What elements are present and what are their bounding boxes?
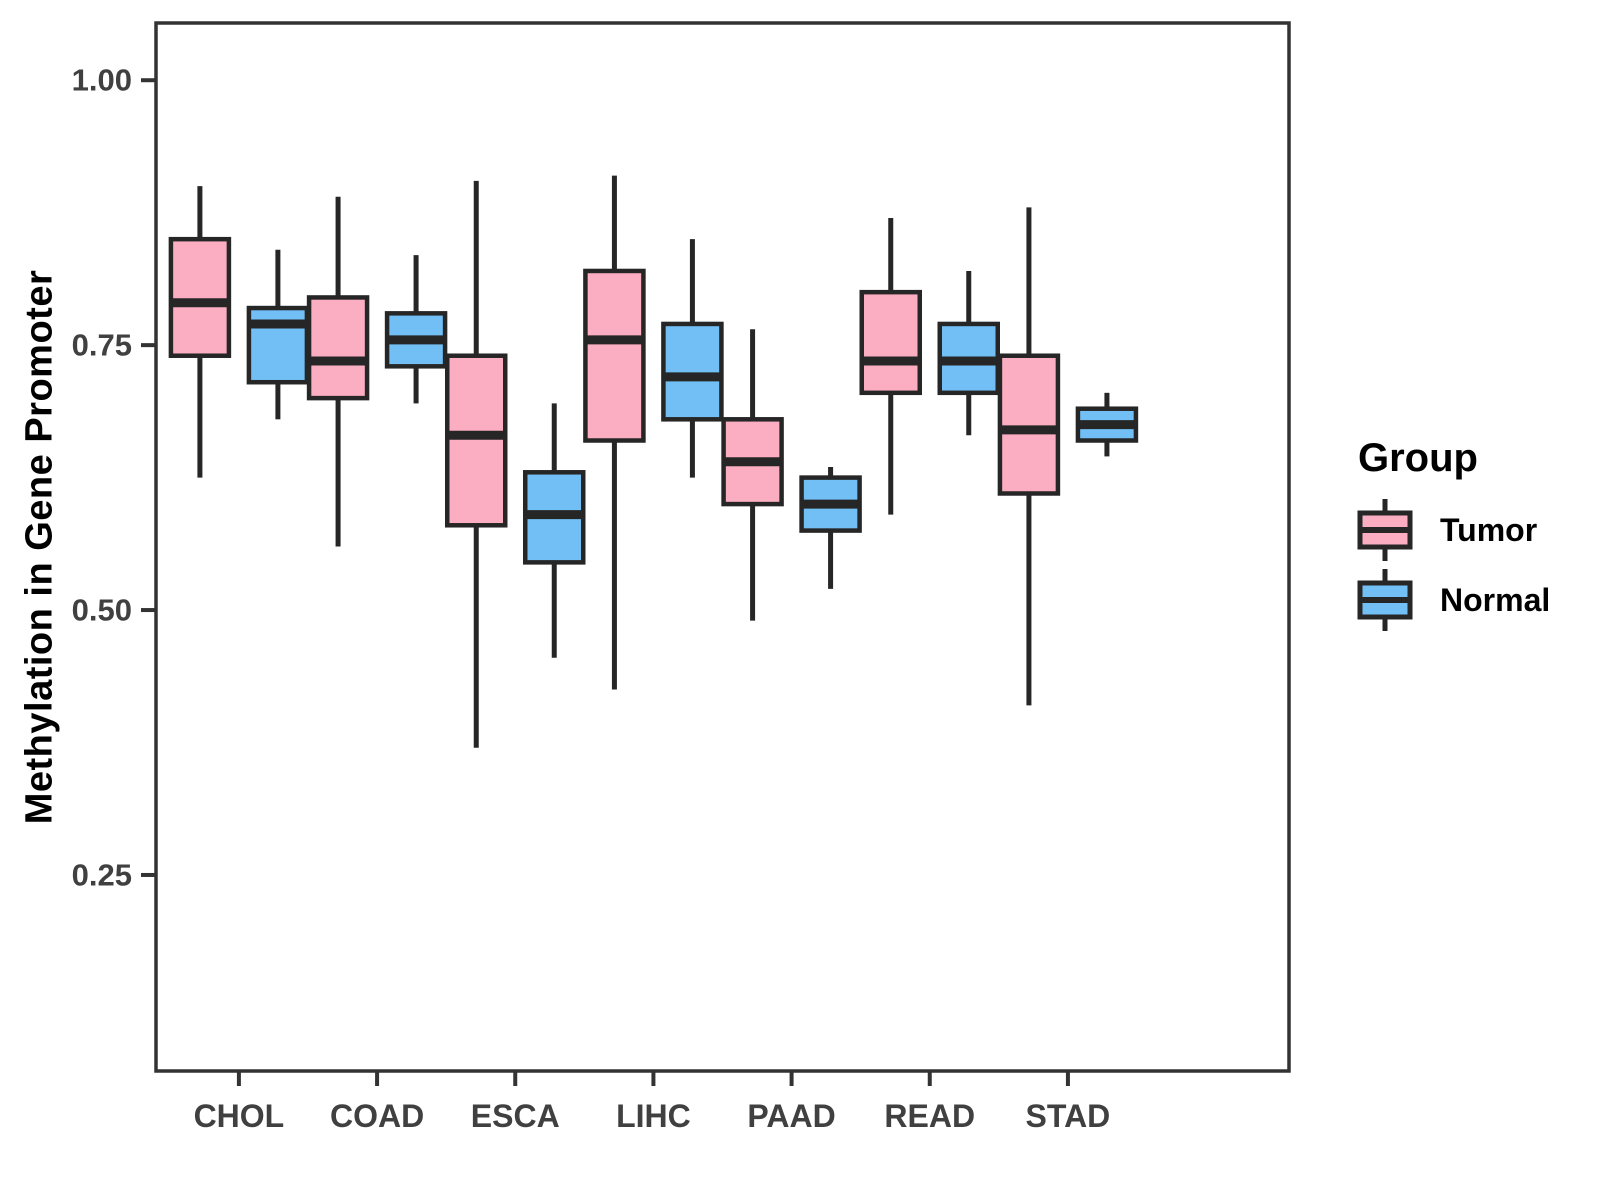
x-tick-label: PAAD [747,1098,835,1134]
box-LIHC-Normal [661,321,724,422]
tumor-boxplot-key-icon [1357,499,1413,561]
box-LIHC-Tumor [583,268,646,443]
x-tick-label: STAD [1026,1098,1111,1134]
x-tick-label: READ [884,1098,975,1134]
y-tick-label: 0.50 [72,593,132,628]
box-READ-Tumor [859,289,923,396]
x-tick-label: LIHC [616,1098,691,1134]
box-ESCA-Tumor [444,353,508,528]
x-tick-label: COAD [330,1098,424,1134]
legend: Group Tumor Normal [1356,436,1550,635]
normal-boxplot-key-icon [1357,569,1413,631]
y-axis-title: Methylation in Gene Promoter [18,269,61,825]
legend-item-normal: Normal [1356,565,1550,635]
box-CHOL-Tumor [168,236,232,358]
x-tick-label: ESCA [471,1098,560,1134]
box-COAD-Tumor [306,295,370,401]
panel-border [154,21,1291,1073]
y-tick-label: 1.00 [72,63,132,98]
legend-label-normal: Normal [1440,581,1551,618]
y-tick-label: 0.25 [72,857,132,892]
y-tick-label: 0.75 [72,328,132,363]
legend-label-tumor: Tumor [1440,511,1538,548]
box-CHOL-Normal [246,305,310,385]
legend-item-tumor: Tumor [1356,495,1550,565]
x-tick-label: CHOL [194,1098,285,1134]
box-STAD-Tumor [997,353,1061,496]
legend-title: Group [1358,436,1478,480]
